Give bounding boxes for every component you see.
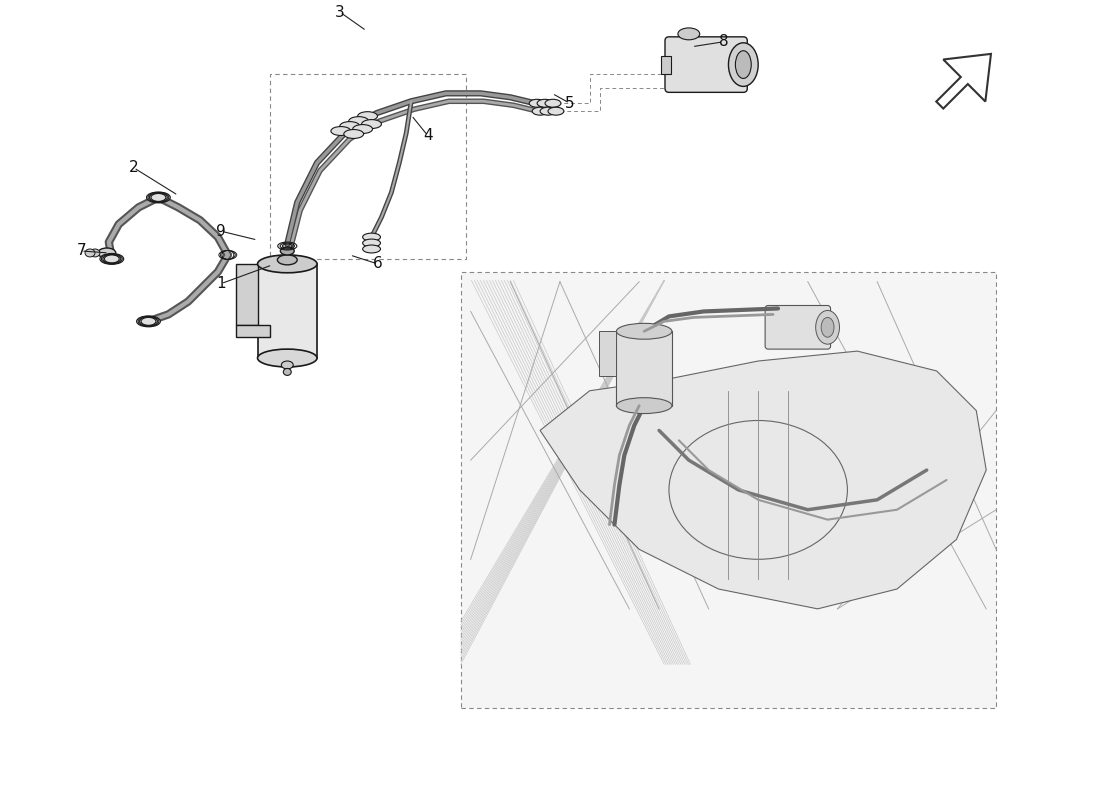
Ellipse shape [331,126,351,135]
Ellipse shape [363,239,381,247]
Ellipse shape [821,318,834,338]
Ellipse shape [146,192,170,203]
Ellipse shape [280,247,294,255]
Text: 9: 9 [216,224,225,238]
Ellipse shape [816,310,839,344]
FancyBboxPatch shape [766,306,830,349]
Ellipse shape [544,99,561,107]
Ellipse shape [728,42,758,86]
Text: 4: 4 [424,129,433,143]
Ellipse shape [284,369,292,375]
Bar [271,74,465,259]
Ellipse shape [532,107,548,115]
Bar [235,264,257,325]
Text: 6: 6 [373,256,383,271]
Bar [235,325,271,337]
Ellipse shape [85,249,95,257]
Ellipse shape [537,99,553,107]
Ellipse shape [349,117,368,126]
Ellipse shape [98,248,116,258]
Ellipse shape [363,233,381,241]
Ellipse shape [362,120,382,129]
Bar [616,331,672,406]
Text: 8: 8 [718,34,728,50]
Text: 2: 2 [129,160,139,175]
Ellipse shape [282,361,294,369]
Bar [661,56,671,74]
Ellipse shape [340,122,360,130]
Ellipse shape [344,130,364,138]
Bar [257,264,317,358]
Polygon shape [936,54,991,109]
Ellipse shape [257,255,317,273]
Ellipse shape [363,245,381,253]
Ellipse shape [616,398,672,414]
Text: 3: 3 [336,5,344,19]
Ellipse shape [358,112,377,121]
Text: 5: 5 [565,96,574,110]
Bar [598,331,616,376]
Ellipse shape [736,50,751,78]
Ellipse shape [136,316,161,327]
Ellipse shape [100,254,123,264]
Ellipse shape [257,349,317,367]
Ellipse shape [353,125,373,134]
Bar [461,272,997,708]
Polygon shape [540,351,987,609]
Ellipse shape [529,99,544,107]
Text: 1: 1 [216,276,225,291]
FancyBboxPatch shape [666,37,747,92]
Ellipse shape [616,323,672,339]
Ellipse shape [277,255,297,265]
Ellipse shape [548,107,564,115]
Ellipse shape [678,28,700,40]
Text: 7: 7 [76,243,86,258]
Ellipse shape [540,107,556,115]
Ellipse shape [90,249,100,257]
